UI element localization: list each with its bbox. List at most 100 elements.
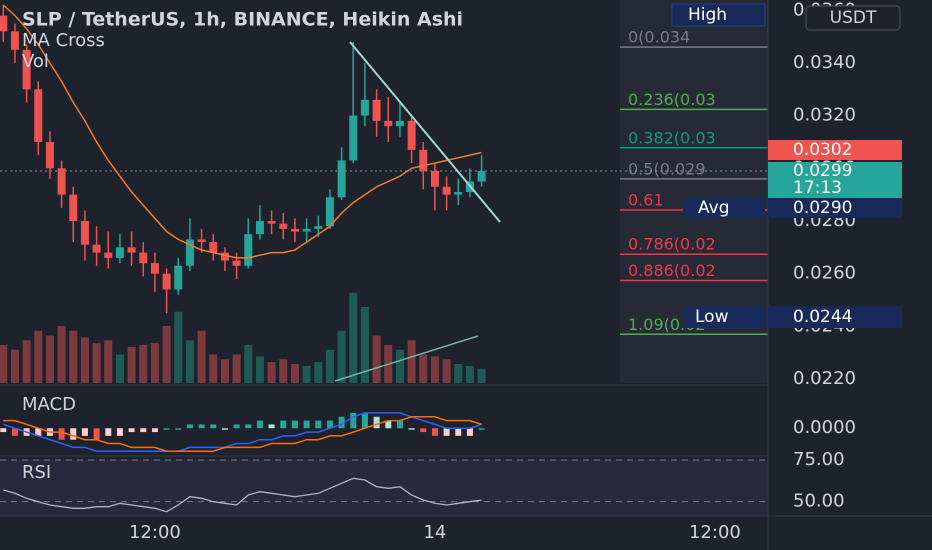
macd-hist [93, 428, 100, 440]
macd-hist [11, 428, 18, 436]
macd-hist [0, 428, 7, 433]
tag-box [768, 306, 902, 328]
tag-label: Low [695, 307, 729, 327]
candle-body [442, 186, 451, 195]
volume-bar [454, 364, 463, 383]
volume-bar [442, 359, 451, 383]
macd-hist [338, 416, 345, 429]
candle-body [57, 168, 66, 195]
macd-hist [291, 420, 298, 429]
y-tick-label: 0.0220 [793, 368, 856, 389]
macd-hist [245, 424, 252, 429]
volume-bar [69, 330, 78, 383]
macd-hist [128, 428, 135, 433]
volume-bar [10, 349, 19, 383]
macd-hist [350, 412, 357, 429]
macd-hist [105, 428, 112, 436]
rsi-tick-label: 75.00 [793, 449, 845, 470]
tag-box [683, 198, 765, 218]
macd-hist [326, 420, 333, 429]
candle-body [314, 226, 323, 229]
macd-hist [280, 420, 287, 429]
volume-bar [150, 343, 159, 383]
tag-box [768, 140, 902, 160]
macd-hist [385, 420, 392, 429]
candle-body [325, 197, 334, 227]
y-tick-label: 0.0260 [793, 263, 856, 284]
volume-bar [302, 365, 311, 383]
volume-bar [45, 335, 54, 383]
volume-bar [232, 354, 241, 383]
candle-body [384, 120, 393, 127]
macd-hist [151, 428, 158, 433]
macd-hist [175, 428, 182, 430]
candle-body [477, 170, 486, 182]
tag-value: 0.0290 [793, 198, 852, 218]
candle-body [360, 99, 369, 116]
volume-bar [290, 364, 299, 383]
candle-body [255, 221, 264, 235]
candle-body [197, 239, 206, 243]
trend-line [349, 41, 501, 223]
countdown: 17:13 [793, 178, 842, 198]
candle-body [267, 221, 276, 224]
tag-value: 0.0244 [793, 307, 852, 327]
volume-bar [220, 359, 229, 383]
candle-body [454, 192, 463, 195]
volume-bar [314, 362, 323, 383]
macd-hist [268, 424, 275, 429]
chart-title: SLP / TetherUS, 1h, BINANCE, Heikin Ashi [22, 9, 463, 31]
candle-body [127, 247, 136, 253]
candle-body [302, 228, 311, 232]
volume-bar [244, 345, 253, 383]
macd-hist [210, 424, 217, 429]
volume-bar [57, 326, 66, 383]
tag-box [671, 3, 766, 27]
indicator-label: MA Cross [22, 30, 105, 51]
tag-box [683, 306, 765, 328]
volume-bar [127, 346, 136, 383]
volume-bar [395, 349, 404, 383]
y-tick-label: 0.0340 [793, 52, 856, 73]
volume-bar [185, 340, 194, 383]
candle-body [0, 15, 8, 32]
volume-bar [279, 359, 288, 383]
volume-bar [209, 354, 218, 383]
macd-hist [443, 428, 450, 436]
candle-body [407, 120, 416, 150]
macd-hist [303, 420, 310, 429]
macd-hist [396, 420, 403, 429]
currency-button[interactable] [805, 5, 901, 31]
candle-body [419, 149, 428, 171]
candle-body [430, 170, 439, 187]
candle-body [244, 234, 253, 266]
macd-hist [408, 428, 415, 430]
volume-bar [267, 362, 276, 383]
candle-body [395, 120, 404, 127]
volume-bar [477, 368, 486, 383]
candle-body [45, 141, 54, 169]
macd-hist [315, 420, 322, 429]
x-tick-label: 12:00 [129, 522, 181, 543]
macd-hist [455, 428, 462, 436]
tag-value: 0.0302 [793, 140, 852, 160]
volume-bar [372, 335, 381, 383]
macd-hist [140, 428, 147, 433]
macd-hist [81, 428, 88, 436]
volume-bar [337, 330, 346, 383]
volume-bar [139, 345, 148, 383]
candle-body [22, 49, 31, 90]
candle-body [279, 223, 288, 229]
volume-bar [92, 343, 101, 383]
volume-bar [419, 354, 428, 383]
signal-line [3, 416, 482, 452]
fib-label: 0.786(0.02 [628, 235, 716, 254]
macd-tick-label: 0.0000 [793, 417, 856, 438]
macd-hist [233, 424, 240, 429]
volume-bar [22, 340, 31, 383]
macd-hist [35, 428, 42, 436]
rsi-tick-label: 50.00 [793, 491, 845, 512]
currency-label[interactable]: USDT [830, 8, 877, 28]
